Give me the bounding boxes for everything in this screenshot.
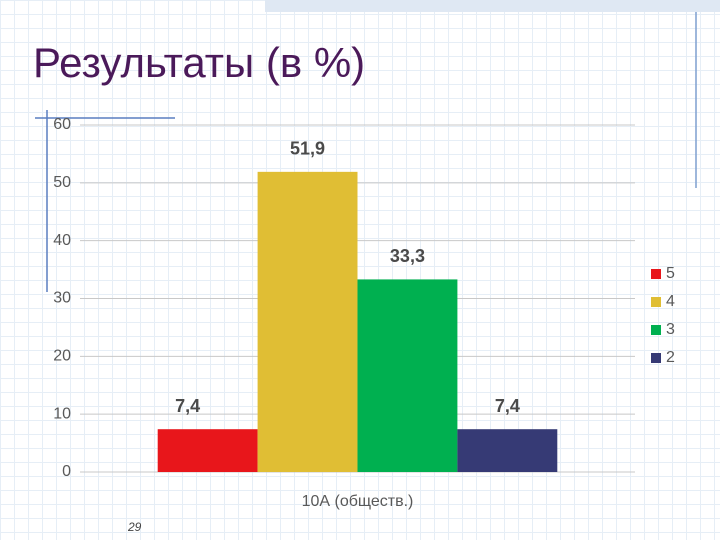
chart-title: Результаты (в %) <box>33 39 365 86</box>
legend-swatch <box>651 353 661 363</box>
bar <box>357 279 458 472</box>
legend-swatch <box>651 297 661 307</box>
bar <box>257 171 358 472</box>
legend-swatch <box>651 325 661 335</box>
legend-label: 4 <box>666 293 675 310</box>
legend-swatch <box>651 269 661 279</box>
y-tick-label: 50 <box>53 174 71 191</box>
y-tick-label: 20 <box>53 348 71 365</box>
y-tick-label: 40 <box>53 232 71 249</box>
decoration <box>265 0 720 12</box>
bar <box>157 429 258 472</box>
value-label: 51,9 <box>290 139 325 159</box>
legend-label: 5 <box>666 265 675 282</box>
legend-label: 2 <box>666 349 675 366</box>
y-tick-label: 30 <box>53 290 71 307</box>
value-label: 7,4 <box>175 396 200 416</box>
legend-label: 3 <box>666 321 675 338</box>
bar <box>457 429 558 472</box>
page-number: 29 <box>127 520 142 534</box>
value-label: 33,3 <box>390 246 425 266</box>
y-tick-label: 60 <box>53 116 71 133</box>
x-tick-label: 10А (общеcтв.) <box>302 493 414 510</box>
y-tick-label: 10 <box>53 405 71 422</box>
value-label: 7,4 <box>495 396 520 416</box>
y-tick-label: 0 <box>62 463 71 480</box>
